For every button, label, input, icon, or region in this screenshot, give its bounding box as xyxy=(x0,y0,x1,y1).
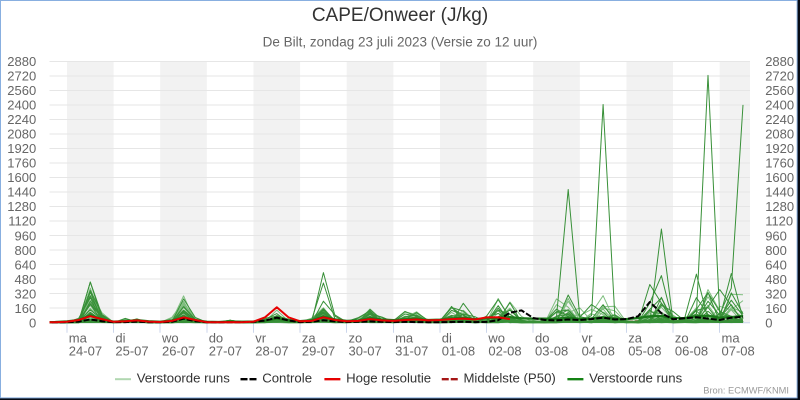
svg-text:04-08: 04-08 xyxy=(582,344,615,359)
svg-text:Middelste (P50): Middelste (P50) xyxy=(463,371,555,386)
svg-text:0: 0 xyxy=(29,315,36,330)
svg-text:2080: 2080 xyxy=(765,127,794,142)
svg-text:wo: wo xyxy=(487,331,505,346)
svg-text:800: 800 xyxy=(765,243,787,258)
svg-text:160: 160 xyxy=(14,301,36,316)
svg-text:1920: 1920 xyxy=(765,141,794,156)
svg-text:do: do xyxy=(535,331,549,346)
svg-text:800: 800 xyxy=(14,243,36,258)
svg-text:320: 320 xyxy=(14,286,36,301)
svg-text:ma: ma xyxy=(395,331,414,346)
svg-text:27-07: 27-07 xyxy=(209,344,242,359)
svg-text:2720: 2720 xyxy=(765,69,794,84)
svg-text:Verstoorde runs: Verstoorde runs xyxy=(137,371,231,386)
svg-text:za: za xyxy=(302,331,317,346)
svg-text:31-07: 31-07 xyxy=(395,344,428,359)
svg-text:2080: 2080 xyxy=(7,127,36,142)
svg-text:zo: zo xyxy=(349,331,363,346)
svg-text:1280: 1280 xyxy=(7,199,36,214)
svg-text:1600: 1600 xyxy=(7,170,36,185)
svg-text:2880: 2880 xyxy=(7,54,36,69)
svg-text:do: do xyxy=(209,331,223,346)
svg-text:zo: zo xyxy=(675,331,689,346)
svg-text:05-08: 05-08 xyxy=(628,344,661,359)
svg-text:1120: 1120 xyxy=(765,214,793,229)
svg-text:480: 480 xyxy=(14,272,36,287)
svg-text:2240: 2240 xyxy=(765,112,794,127)
svg-text:2880: 2880 xyxy=(765,54,794,69)
svg-text:CAPE/Onweer (J/kg): CAPE/Onweer (J/kg) xyxy=(312,5,488,26)
svg-text:480: 480 xyxy=(765,272,787,287)
svg-text:za: za xyxy=(628,331,643,346)
svg-text:24-07: 24-07 xyxy=(69,344,102,359)
svg-text:ma: ma xyxy=(69,331,88,346)
svg-text:0: 0 xyxy=(765,315,772,330)
svg-text:960: 960 xyxy=(765,228,787,243)
svg-text:2240: 2240 xyxy=(7,112,36,127)
svg-text:1760: 1760 xyxy=(7,156,36,171)
svg-text:640: 640 xyxy=(765,257,787,272)
svg-text:02-08: 02-08 xyxy=(488,344,521,359)
svg-text:01-08: 01-08 xyxy=(442,344,475,359)
svg-text:640: 640 xyxy=(14,257,36,272)
svg-text:25-07: 25-07 xyxy=(115,344,148,359)
svg-text:Verstoorde runs: Verstoorde runs xyxy=(589,371,683,386)
svg-text:Controle: Controle xyxy=(262,371,312,386)
svg-text:06-08: 06-08 xyxy=(675,344,708,359)
svg-text:2560: 2560 xyxy=(7,83,36,98)
svg-text:De Bilt, zondag 23 juli 2023 (: De Bilt, zondag 23 juli 2023 (Versie zo … xyxy=(263,34,538,49)
svg-text:29-07: 29-07 xyxy=(302,344,335,359)
svg-text:di: di xyxy=(115,331,125,346)
svg-text:2560: 2560 xyxy=(765,83,794,98)
svg-text:26-07: 26-07 xyxy=(162,344,195,359)
svg-text:1440: 1440 xyxy=(7,185,36,200)
svg-text:03-08: 03-08 xyxy=(535,344,568,359)
svg-text:1600: 1600 xyxy=(765,170,794,185)
svg-text:vr: vr xyxy=(255,331,266,346)
svg-text:320: 320 xyxy=(765,286,787,301)
svg-text:160: 160 xyxy=(765,301,787,316)
svg-text:Bron: ECMWF/KNMI: Bron: ECMWF/KNMI xyxy=(703,386,789,396)
svg-text:di: di xyxy=(442,331,452,346)
svg-text:960: 960 xyxy=(14,228,36,243)
svg-text:Hoge resolutie: Hoge resolutie xyxy=(346,371,431,386)
svg-text:30-07: 30-07 xyxy=(349,344,382,359)
svg-text:vr: vr xyxy=(582,331,594,346)
svg-text:2720: 2720 xyxy=(7,69,36,84)
svg-text:28-07: 28-07 xyxy=(255,344,288,359)
svg-text:07-08: 07-08 xyxy=(722,344,755,359)
svg-text:1920: 1920 xyxy=(7,141,36,156)
svg-text:2400: 2400 xyxy=(765,98,794,113)
svg-text:2400: 2400 xyxy=(7,98,36,113)
svg-text:ma: ma xyxy=(722,331,741,346)
svg-text:1760: 1760 xyxy=(765,156,794,171)
svg-text:1280: 1280 xyxy=(765,199,794,214)
svg-text:1120: 1120 xyxy=(8,214,36,229)
svg-text:1440: 1440 xyxy=(765,185,794,200)
svg-text:wo: wo xyxy=(161,331,179,346)
